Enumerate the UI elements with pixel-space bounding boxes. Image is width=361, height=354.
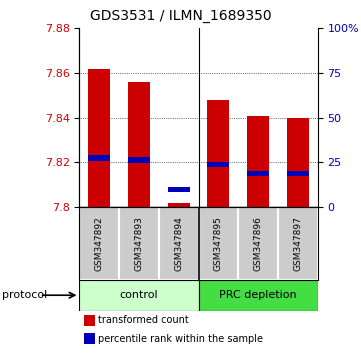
- Bar: [278, 207, 318, 280]
- Bar: [287, 118, 309, 207]
- Bar: [199, 280, 318, 310]
- Bar: [128, 158, 150, 163]
- Bar: [79, 280, 199, 310]
- Bar: [88, 155, 110, 161]
- Text: GSM347896: GSM347896: [254, 216, 262, 271]
- Bar: [79, 207, 119, 280]
- Bar: [168, 203, 190, 207]
- Text: GSM347895: GSM347895: [214, 216, 223, 271]
- Text: protocol: protocol: [2, 290, 47, 300]
- Bar: [287, 171, 309, 176]
- Text: PRC depletion: PRC depletion: [219, 290, 297, 300]
- Text: percentile rank within the sample: percentile rank within the sample: [99, 333, 264, 344]
- Bar: [247, 115, 269, 207]
- Bar: [159, 207, 199, 280]
- Bar: [128, 82, 150, 207]
- Bar: [88, 69, 110, 207]
- Text: GSM347897: GSM347897: [293, 216, 302, 271]
- Bar: [208, 100, 229, 207]
- Bar: [238, 207, 278, 280]
- Bar: [247, 171, 269, 176]
- Text: GDS3531 / ILMN_1689350: GDS3531 / ILMN_1689350: [90, 9, 271, 23]
- Bar: [119, 207, 159, 280]
- Text: GSM347892: GSM347892: [95, 216, 104, 271]
- Bar: [84, 333, 95, 344]
- Bar: [199, 207, 238, 280]
- Text: GSM347893: GSM347893: [135, 216, 143, 271]
- Bar: [168, 187, 190, 192]
- Text: control: control: [120, 290, 158, 300]
- Text: transformed count: transformed count: [99, 315, 189, 325]
- Text: GSM347894: GSM347894: [174, 216, 183, 271]
- Bar: [84, 315, 95, 326]
- Bar: [208, 162, 229, 167]
